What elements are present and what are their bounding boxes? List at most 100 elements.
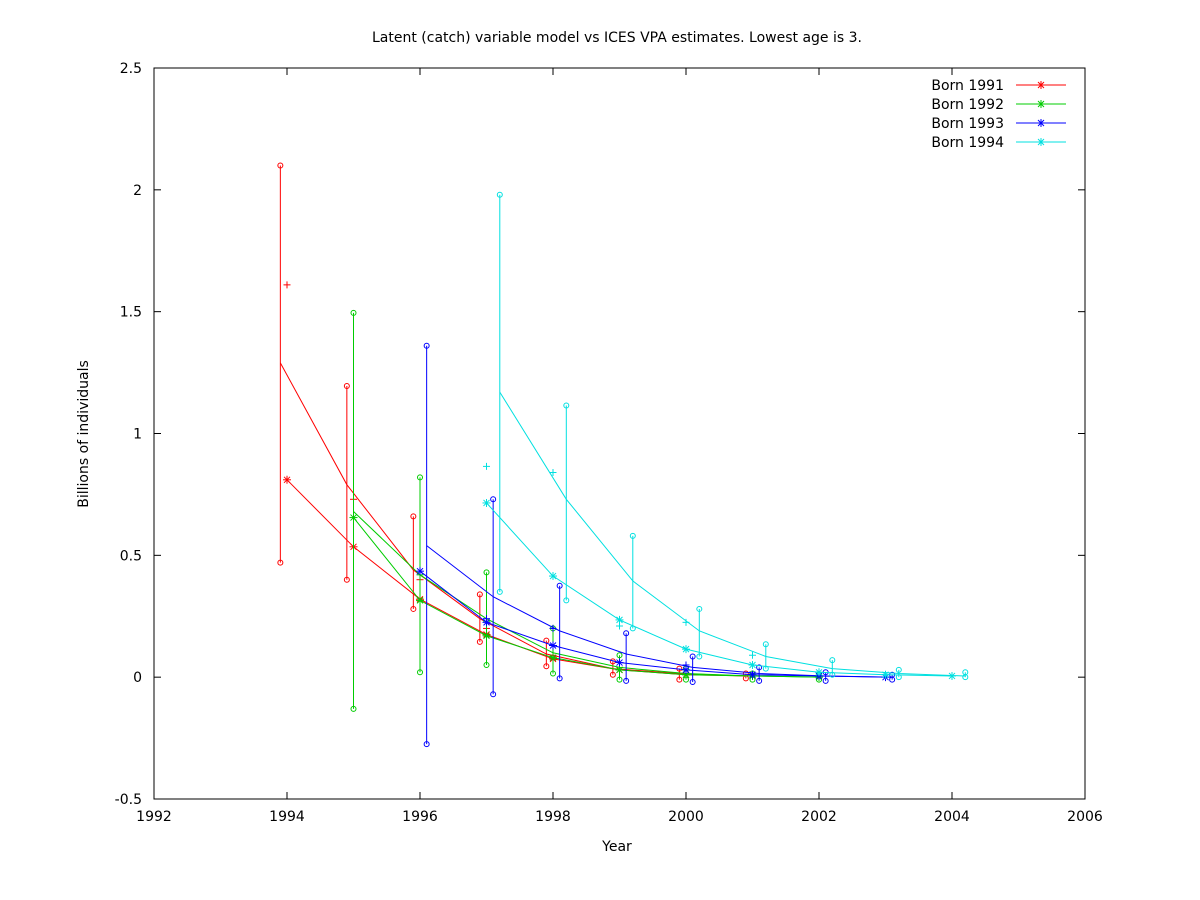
- error-bar-cap-low: [543, 663, 550, 670]
- error-bar-cap-high: [490, 496, 497, 503]
- obs-point: [283, 281, 291, 289]
- y-tick-label: 2.5: [120, 61, 142, 77]
- vpa-point: [549, 641, 557, 650]
- error-bar-cap-low: [563, 597, 570, 604]
- vpa-point: [482, 498, 491, 507]
- x-axis-label: Year: [601, 839, 632, 855]
- error-bar-cap-low: [490, 691, 497, 698]
- obs-point: [749, 651, 756, 659]
- error-bar-cap-low: [623, 677, 630, 684]
- error-bar-cap-high: [277, 162, 284, 169]
- x-tick-label: 1998: [535, 809, 571, 825]
- vpa-point: [682, 645, 690, 654]
- vpa-point: [416, 596, 424, 605]
- legend: Born 1991 Born 1992 Born 1993 Born 1994: [931, 78, 1066, 151]
- chart-title: Latent (catch) variable model vs ICES VP…: [372, 30, 862, 46]
- x-tick-label: 2006: [1067, 809, 1103, 825]
- error-bar-cap-high: [423, 342, 430, 349]
- error-bar-cap-high: [417, 474, 423, 481]
- error-bar-cap-low: [550, 670, 556, 677]
- error-bar-cap-low: [676, 676, 683, 683]
- error-bar-cap-low: [410, 605, 417, 612]
- y-tick-label: 0: [133, 670, 142, 686]
- error-bar-cap-low: [350, 705, 357, 712]
- x-tick-label: 2002: [801, 809, 837, 825]
- error-bar-cap-low: [895, 674, 902, 681]
- legend-item: Born 1992: [931, 97, 1066, 113]
- vpa-line: [486, 502, 953, 677]
- error-bar-cap-high: [556, 582, 563, 589]
- x-tick-label: 1996: [402, 809, 438, 825]
- error-bar-cap-high: [962, 669, 969, 676]
- error-bar-cap-high: [762, 641, 769, 648]
- obs-point: [483, 462, 490, 470]
- error-bar-cap-high: [689, 653, 696, 660]
- error-bar-cap-high: [616, 652, 623, 659]
- series-2: [349, 309, 823, 712]
- legend-label: Born 1992: [931, 97, 1004, 113]
- vpa-line: [419, 570, 886, 678]
- vpa-point: [948, 671, 956, 680]
- error-bar-cap-low: [829, 671, 836, 678]
- error-bar-cap-low: [483, 661, 490, 668]
- legend-marker: [1037, 119, 1045, 127]
- obs-point: [483, 615, 490, 623]
- error-bar-cap-high: [496, 191, 503, 198]
- error-bar-cap-high: [410, 513, 417, 520]
- legend-item: Born 1993: [931, 116, 1066, 132]
- legend-label: Born 1991: [931, 78, 1004, 94]
- error-bar-cap-high: [623, 630, 630, 637]
- vpa-point: [748, 660, 757, 669]
- obs-point: [549, 624, 557, 632]
- vpa-point: [815, 668, 823, 677]
- error-bar-cap-high: [563, 402, 570, 409]
- error-bar-cap-low: [496, 588, 503, 595]
- error-bar-cap-low: [476, 638, 483, 645]
- y-tick-label: -0.5: [115, 792, 142, 808]
- y-tick-label: 1.5: [120, 305, 142, 321]
- vpa-point: [349, 513, 358, 522]
- y-tick-label: 2: [133, 183, 142, 199]
- legend-label: Born 1994: [931, 135, 1004, 151]
- obs-point: [682, 661, 690, 669]
- error-bar-cap-low: [822, 677, 829, 684]
- x-tick-label: 2004: [934, 809, 970, 825]
- legend-marker: [1037, 81, 1045, 89]
- error-bar-cap-high: [343, 382, 350, 389]
- error-bar-cap-low: [417, 669, 423, 676]
- series-4: [482, 191, 969, 681]
- error-bar-cap-low: [609, 671, 616, 678]
- x-tick-label: 1994: [269, 809, 305, 825]
- vpa-point: [549, 653, 557, 662]
- error-bar-cap-low: [343, 576, 350, 583]
- vpa-point: [615, 665, 624, 674]
- error-bar-cap-low: [689, 679, 696, 686]
- obs-point: [682, 618, 690, 626]
- legend-marker: [1037, 138, 1045, 146]
- x-tick-label: 1992: [136, 809, 172, 825]
- obs-point: [616, 622, 623, 630]
- y-axis-label: Billions of individuals: [76, 360, 92, 508]
- obs-point: [549, 468, 557, 476]
- vpa-point: [549, 572, 557, 581]
- model-line: [279, 362, 746, 677]
- legend-item: Born 1991: [931, 78, 1066, 94]
- error-bar-cap-low: [277, 559, 284, 566]
- error-bar-cap-high: [483, 569, 490, 576]
- legend-marker: [1037, 100, 1045, 108]
- error-bar-cap-low: [696, 653, 703, 660]
- axes: 1992 1994 1996 1998 2000 2002 2004 2006 -0.5 0 0.5…: [115, 61, 1103, 825]
- vpa-point: [482, 631, 491, 640]
- x-tick-label: 2000: [668, 809, 704, 825]
- vpa-point: [615, 658, 624, 667]
- error-bar-cap-low: [756, 677, 763, 684]
- legend-item: Born 1994: [931, 135, 1066, 151]
- error-bar-cap-high: [476, 591, 483, 598]
- error-bar-cap-high: [756, 664, 763, 671]
- error-bar-cap-low: [762, 665, 769, 672]
- error-bar-cap-low: [616, 676, 623, 683]
- legend-label: Born 1993: [931, 116, 1004, 132]
- vpa-point: [748, 670, 757, 679]
